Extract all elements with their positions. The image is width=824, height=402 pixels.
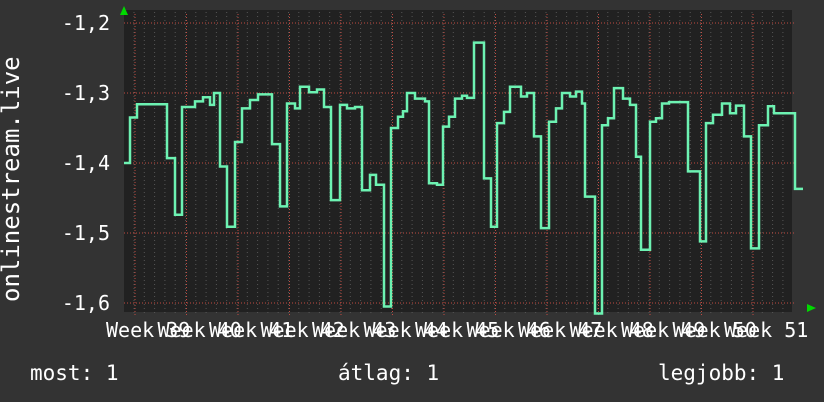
y-tick-label: -1,3: [61, 81, 110, 105]
x-tick-label: Week 49: [621, 318, 706, 342]
stat-average: átlag: 1: [338, 361, 440, 385]
x-tick-label: Week 48: [569, 318, 654, 342]
y-tick-label: -1,4: [61, 151, 110, 175]
stat-most: most: 1: [30, 361, 119, 385]
plot-area: [124, 10, 792, 312]
x-tick-label: Week 51: [724, 318, 809, 342]
x-tick-label: Week 50: [672, 318, 757, 342]
axis-arrow-up-icon: [120, 6, 128, 15]
axis-arrow-right-icon: [807, 304, 816, 312]
x-tick-label: Week 47: [518, 318, 603, 342]
stat-best: legjobb: 1: [658, 361, 785, 385]
data-line: [124, 41, 803, 315]
x-tick-label: Week 41: [209, 318, 294, 342]
y-tick-label: -1,5: [61, 221, 110, 245]
y-tick-label: -1,2: [61, 11, 110, 35]
x-tick-label: Week 46: [466, 318, 551, 342]
x-tick-label: Week 43: [312, 318, 397, 342]
x-tick-label: Week 44: [363, 318, 448, 342]
x-tick-label: Week 45: [415, 318, 500, 342]
x-tick-label: Week 42: [260, 318, 345, 342]
chart-vertical-title: onlinestream.live: [0, 56, 25, 302]
y-tick-label: -1,6: [61, 291, 110, 315]
x-tick-label: Week 40: [157, 318, 242, 342]
x-tick-label: Week 39: [106, 318, 191, 342]
